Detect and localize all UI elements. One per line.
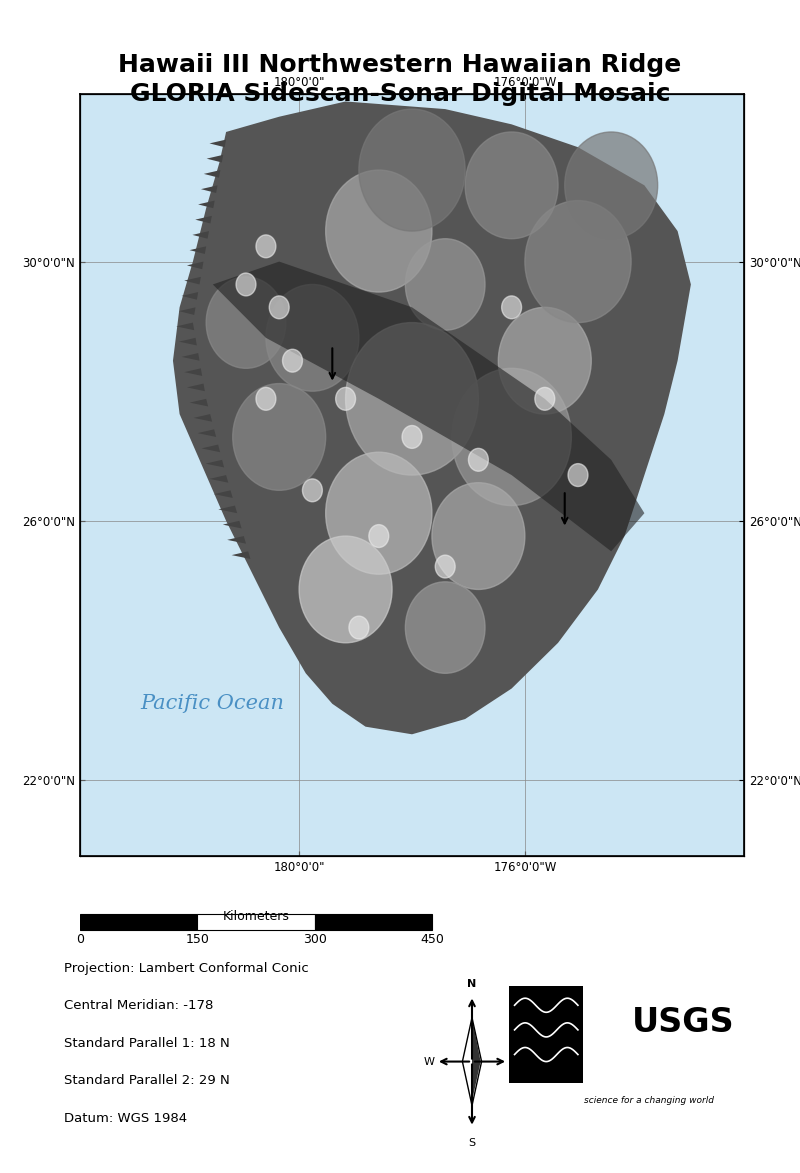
Circle shape [256, 235, 276, 258]
Circle shape [359, 109, 465, 231]
Text: Projection: Lambert Conformal Conic: Projection: Lambert Conformal Conic [64, 962, 309, 975]
Bar [80, 914, 198, 930]
Polygon shape [187, 262, 203, 269]
Text: science for a changing world: science for a changing world [584, 1096, 714, 1105]
Text: Standard Parallel 2: 29 N: Standard Parallel 2: 29 N [64, 1074, 230, 1087]
Polygon shape [194, 414, 212, 421]
Text: Central Meridian: -178: Central Meridian: -178 [64, 999, 214, 1012]
Circle shape [432, 483, 525, 589]
Circle shape [349, 616, 369, 639]
Polygon shape [204, 170, 220, 178]
Circle shape [452, 368, 571, 506]
Circle shape [299, 536, 392, 643]
Polygon shape [190, 246, 206, 253]
Polygon shape [182, 353, 199, 361]
Polygon shape [201, 185, 218, 192]
Text: Pacific Ocean: Pacific Ocean [141, 694, 285, 713]
Bar [510, 985, 583, 1083]
Text: 300: 300 [303, 934, 326, 947]
Polygon shape [176, 323, 194, 331]
Circle shape [270, 296, 289, 319]
Polygon shape [190, 399, 208, 406]
Circle shape [266, 284, 359, 391]
Circle shape [406, 582, 485, 673]
Circle shape [568, 463, 588, 487]
Circle shape [236, 273, 256, 296]
Polygon shape [222, 521, 242, 528]
Circle shape [498, 307, 591, 414]
Polygon shape [187, 384, 205, 391]
Polygon shape [210, 140, 226, 147]
Bar [314, 914, 432, 930]
Polygon shape [206, 155, 223, 163]
Circle shape [402, 426, 422, 448]
Text: Standard Parallel 1: 18 N: Standard Parallel 1: 18 N [64, 1037, 230, 1050]
Circle shape [282, 350, 302, 372]
Bar [198, 914, 314, 930]
Polygon shape [206, 460, 224, 467]
Polygon shape [184, 368, 202, 375]
Polygon shape [213, 262, 645, 551]
Text: Kilometers: Kilometers [222, 910, 290, 923]
Circle shape [502, 296, 522, 319]
Text: S: S [469, 1138, 475, 1147]
Text: 450: 450 [420, 934, 444, 947]
Text: E: E [512, 1057, 518, 1066]
Circle shape [469, 448, 488, 472]
Text: USGS: USGS [632, 1006, 735, 1039]
Circle shape [565, 131, 658, 238]
Polygon shape [472, 1018, 481, 1101]
Circle shape [302, 479, 322, 502]
Text: W: W [423, 1057, 434, 1066]
Circle shape [465, 131, 558, 238]
Text: GLORIA Sidescan-Sonar Digital Mosaic: GLORIA Sidescan-Sonar Digital Mosaic [130, 82, 670, 106]
Polygon shape [195, 216, 212, 223]
Circle shape [346, 323, 478, 475]
Circle shape [206, 277, 286, 368]
Circle shape [233, 384, 326, 490]
Circle shape [525, 201, 631, 323]
Circle shape [256, 387, 276, 411]
Text: Datum: WGS 1984: Datum: WGS 1984 [64, 1112, 187, 1125]
Polygon shape [227, 536, 246, 543]
Circle shape [535, 387, 554, 411]
Text: 150: 150 [186, 934, 210, 947]
Polygon shape [184, 277, 201, 284]
Polygon shape [198, 429, 216, 436]
Polygon shape [193, 231, 209, 238]
Circle shape [369, 524, 389, 548]
Polygon shape [182, 292, 198, 299]
Circle shape [326, 170, 432, 292]
Text: 0: 0 [76, 934, 84, 947]
Circle shape [336, 387, 355, 411]
Polygon shape [179, 338, 197, 345]
Polygon shape [218, 506, 237, 514]
Polygon shape [198, 201, 214, 209]
Polygon shape [202, 445, 220, 452]
Circle shape [435, 555, 455, 578]
Text: N: N [467, 979, 477, 989]
Polygon shape [232, 551, 250, 558]
Text: Hawaii III Northwestern Hawaiian Ridge: Hawaii III Northwestern Hawaiian Ridge [118, 53, 682, 76]
Polygon shape [210, 475, 228, 483]
Polygon shape [179, 307, 195, 314]
Polygon shape [173, 102, 691, 734]
Circle shape [326, 453, 432, 574]
Circle shape [406, 238, 485, 330]
Polygon shape [214, 490, 233, 497]
